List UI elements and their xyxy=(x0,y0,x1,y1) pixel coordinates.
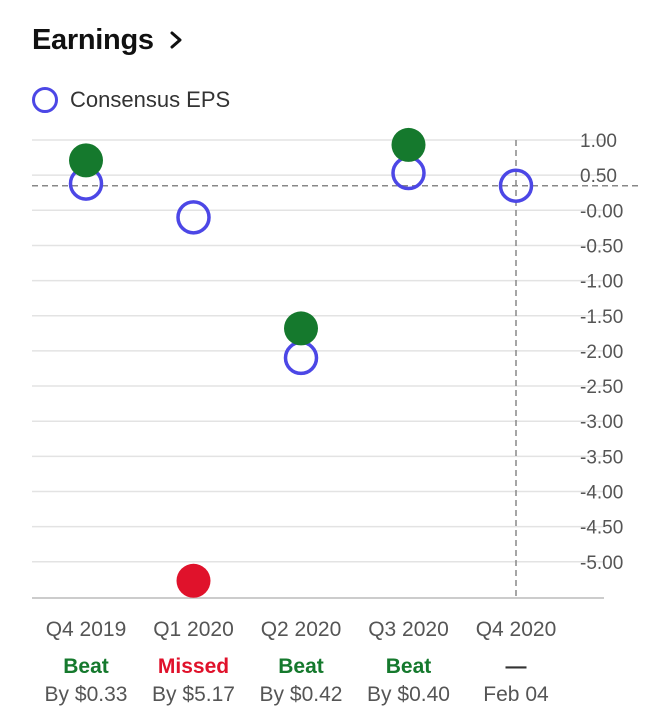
x-category-label: Q1 2020 xyxy=(153,618,234,641)
result-detail: By $5.17 xyxy=(152,683,235,706)
x-category-label: Q2 2020 xyxy=(261,618,342,641)
y-tick-label: -0.50 xyxy=(580,236,623,257)
result-status: — xyxy=(506,655,527,678)
result-detail: Feb 04 xyxy=(483,683,549,706)
actual-point xyxy=(176,563,211,598)
y-tick-label: -5.00 xyxy=(580,553,623,574)
legend-marker-icon xyxy=(32,87,58,113)
actual-point xyxy=(391,127,426,162)
x-category-label: Q4 2020 xyxy=(476,618,557,641)
earnings-header-link[interactable]: Earnings xyxy=(32,20,186,60)
result-detail: By $0.42 xyxy=(260,683,343,706)
chevron-right-icon xyxy=(170,31,182,49)
result-detail: By $0.33 xyxy=(45,683,128,706)
estimate-point xyxy=(176,200,211,235)
y-tick-label: -2.50 xyxy=(580,377,623,398)
y-tick-label: 1.00 xyxy=(580,131,617,152)
x-category-label: Q4 2019 xyxy=(46,618,127,641)
estimate-point xyxy=(498,168,534,203)
result-status: Beat xyxy=(278,655,324,678)
x-category-label: Q3 2020 xyxy=(368,618,449,641)
y-tick-label: -0.00 xyxy=(580,201,623,222)
estimate-point xyxy=(391,155,426,191)
y-tick-label: -3.00 xyxy=(580,412,623,433)
actual-point xyxy=(284,311,318,346)
y-tick-label: 0.50 xyxy=(580,166,617,187)
legend-label: Consensus EPS xyxy=(70,87,231,112)
result-status: Missed xyxy=(158,655,229,678)
actual-point xyxy=(69,143,103,178)
result-status: Beat xyxy=(63,655,109,678)
y-tick-label: -4.50 xyxy=(580,518,623,539)
y-tick-label: -1.50 xyxy=(580,307,623,328)
y-tick-label: -3.50 xyxy=(580,447,623,468)
y-tick-label: -1.00 xyxy=(580,272,623,293)
chart-legend: Consensus EPS xyxy=(32,84,230,116)
section-title: Earnings xyxy=(32,23,154,56)
result-detail: By $0.40 xyxy=(367,683,450,706)
estimate-point xyxy=(283,340,319,376)
y-tick-label: -2.00 xyxy=(580,342,623,363)
result-status: Beat xyxy=(386,655,432,678)
y-tick-label: -4.00 xyxy=(580,483,623,504)
